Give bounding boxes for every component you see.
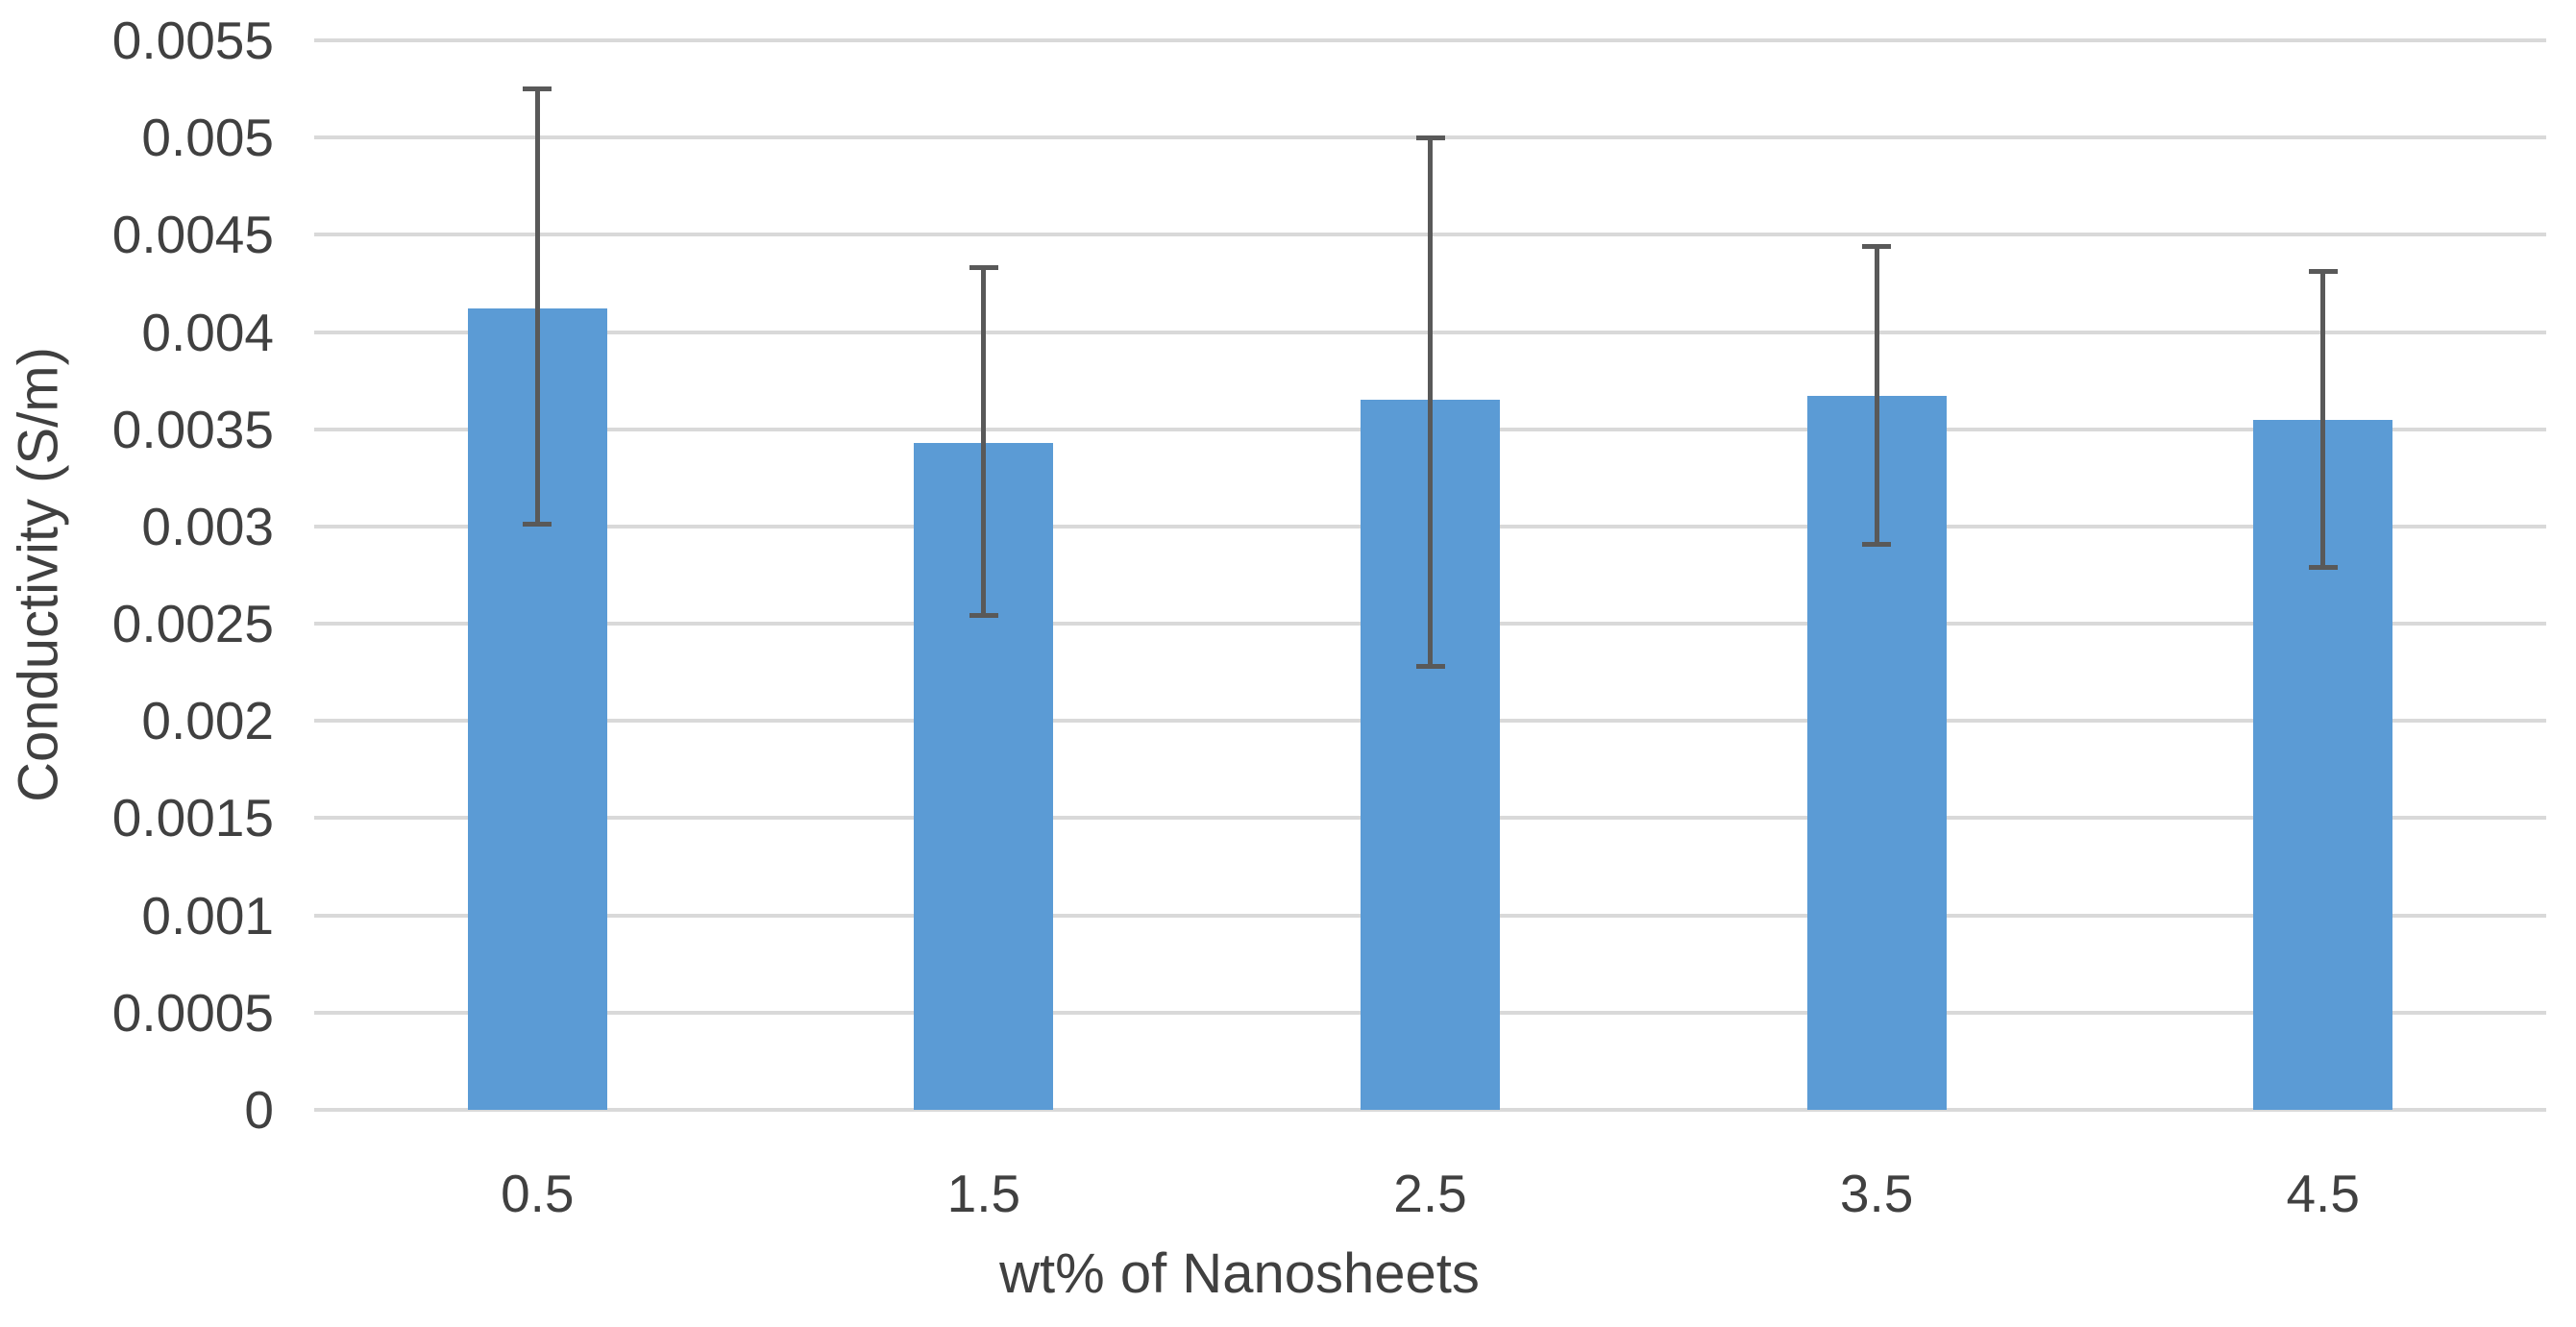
y-axis-tick-label: 0.005 bbox=[141, 108, 274, 168]
y-axis-tick-label: 0.003 bbox=[141, 496, 274, 556]
x-axis-tick-label: 2.5 bbox=[1393, 1164, 1467, 1223]
y-axis-tick-label: 0.0035 bbox=[111, 399, 274, 459]
y-axis-tick-label: 0 bbox=[244, 1080, 274, 1140]
y-axis-tick-label: 0.001 bbox=[141, 885, 274, 946]
error-bar-bottom-cap-1.5 bbox=[969, 613, 998, 619]
x-axis-tick-label: 4.5 bbox=[2286, 1164, 2360, 1223]
y-axis-tick-label: 0.004 bbox=[141, 302, 274, 362]
gridline bbox=[314, 38, 2546, 42]
error-bar-line-1.5 bbox=[981, 267, 987, 616]
error-bar-line-4.5 bbox=[2320, 271, 2326, 568]
error-bar-bottom-cap-4.5 bbox=[2308, 564, 2338, 570]
y-axis-tick-label: 0.0015 bbox=[111, 788, 274, 848]
error-bar-top-cap-2.5 bbox=[1415, 135, 1445, 140]
error-bar-top-cap-4.5 bbox=[2308, 269, 2338, 275]
x-axis-tick-label: 3.5 bbox=[1839, 1164, 1914, 1223]
error-bar-line-0.5 bbox=[534, 88, 540, 525]
error-bar-bottom-cap-3.5 bbox=[1862, 541, 1892, 547]
error-bar-top-cap-0.5 bbox=[523, 86, 552, 92]
y-axis-tick-label: 0.0045 bbox=[111, 205, 274, 265]
error-bar-line-3.5 bbox=[1874, 246, 1879, 545]
x-axis-tick-label: 0.5 bbox=[501, 1164, 575, 1223]
error-bar-bottom-cap-2.5 bbox=[1415, 664, 1445, 670]
gridline bbox=[314, 1108, 2546, 1112]
x-axis-tick-label: 1.5 bbox=[946, 1164, 1021, 1223]
y-axis-tick-label: 0.002 bbox=[141, 691, 274, 751]
x-axis-title: wt% of Nanosheets bbox=[999, 1242, 1480, 1305]
error-bar-top-cap-3.5 bbox=[1862, 244, 1892, 249]
y-axis-tick-label: 0.0005 bbox=[111, 982, 274, 1043]
error-bar-bottom-cap-0.5 bbox=[523, 522, 552, 528]
y-axis-tick-label: 0.0055 bbox=[111, 11, 274, 70]
error-bar-line-2.5 bbox=[1428, 137, 1433, 667]
error-bar-top-cap-1.5 bbox=[969, 265, 998, 271]
y-axis-tick-label: 0.0025 bbox=[111, 594, 274, 654]
